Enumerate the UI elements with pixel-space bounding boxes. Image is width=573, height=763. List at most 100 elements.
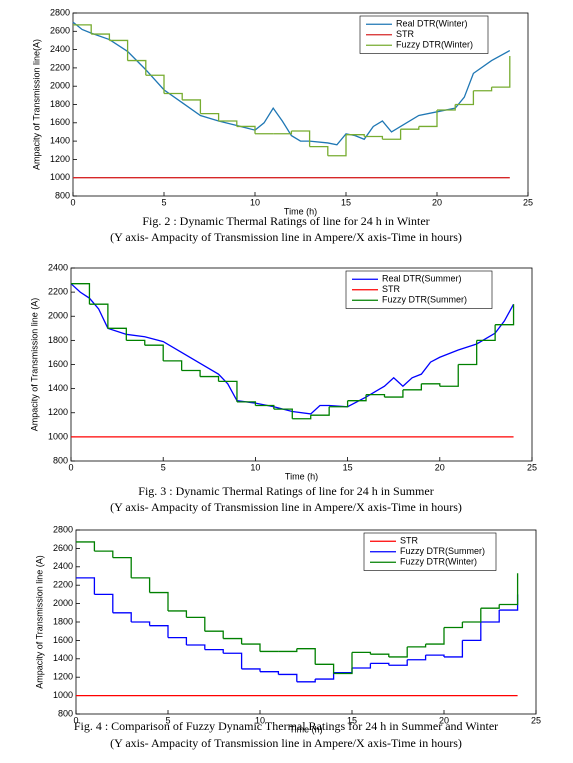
figure-caption: (Y axis- Ampacity of Transmission line i… bbox=[110, 500, 462, 514]
step-segment bbox=[476, 324, 496, 342]
step-segment bbox=[347, 394, 367, 402]
step-segment bbox=[218, 380, 238, 402]
step-segment bbox=[439, 364, 459, 387]
step-segment bbox=[112, 612, 132, 622]
legend-label: STR bbox=[396, 29, 415, 39]
step-segment bbox=[144, 344, 164, 361]
y-tick-label: 2200 bbox=[50, 62, 70, 72]
step-segment bbox=[437, 104, 456, 111]
x-tick-label: 20 bbox=[435, 462, 445, 472]
y-tick-label: 2000 bbox=[48, 311, 68, 321]
chart: 800 1000 1200 1400 1600 1800 2000 2200 2400 0 5 10 1… bbox=[29, 262, 537, 513]
step-segment bbox=[315, 663, 335, 674]
legend-label: Fuzzy DTR(Summer) bbox=[400, 546, 485, 556]
step-segment bbox=[204, 630, 224, 639]
step-segment bbox=[315, 672, 335, 680]
y-tick-label: 1200 bbox=[50, 154, 70, 164]
step-segment bbox=[310, 406, 330, 416]
x-tick-label: 5 bbox=[161, 197, 166, 207]
step-segment bbox=[89, 303, 109, 329]
y-tick-label: 2600 bbox=[50, 26, 70, 36]
y-tick-label: 2200 bbox=[53, 580, 73, 590]
chart: 800 1000 1200 1400 1600 1800 2000 2200 2400 2600 2… bbox=[34, 524, 541, 749]
step-segment bbox=[407, 655, 427, 661]
y-tick-label: 2000 bbox=[53, 598, 73, 608]
step-segment bbox=[425, 627, 445, 645]
step-segment bbox=[94, 593, 114, 613]
y-tick-label: 2400 bbox=[50, 44, 70, 54]
x-tick-label: 0 bbox=[68, 462, 73, 472]
legend-label: STR bbox=[400, 536, 419, 546]
y-tick-label: 1800 bbox=[48, 335, 68, 345]
y-tick-label: 1200 bbox=[48, 407, 68, 417]
step-segment bbox=[309, 145, 329, 156]
step-segment bbox=[76, 541, 96, 552]
y-tick-label: 1400 bbox=[50, 135, 70, 145]
step-segment bbox=[94, 550, 114, 558]
y-tick-label: 2400 bbox=[53, 561, 73, 571]
x-tick-label: 15 bbox=[347, 715, 357, 725]
step-segment bbox=[480, 604, 500, 609]
step-segment bbox=[327, 134, 347, 157]
y-tick-label: 1600 bbox=[50, 117, 70, 127]
step-segment bbox=[273, 131, 293, 135]
y-tick-label: 800 bbox=[53, 455, 68, 465]
step-segment bbox=[352, 663, 372, 669]
step-segment bbox=[333, 652, 353, 675]
figure-caption: Fig. 3 : Dynamic Thermal Ratings of line… bbox=[138, 484, 433, 498]
step-segment bbox=[455, 90, 475, 106]
y-tick-label: 2800 bbox=[50, 7, 70, 17]
x-tick-label: 25 bbox=[527, 462, 537, 472]
step-segment bbox=[364, 135, 384, 140]
step-segment bbox=[186, 616, 206, 632]
step-segment bbox=[109, 39, 129, 61]
legend-label: Real DTR(Winter) bbox=[396, 19, 468, 29]
legend-label: Fuzzy DTR(Winter) bbox=[396, 40, 473, 50]
step-segment bbox=[388, 659, 408, 666]
x-axis-label: Time (h) bbox=[285, 471, 318, 481]
y-axis-label: Ampacity of Transmission line (A) bbox=[34, 555, 44, 689]
step-segment bbox=[131, 621, 151, 626]
x-tick-label: 10 bbox=[250, 462, 260, 472]
step-segment bbox=[107, 327, 127, 341]
step-segment bbox=[444, 640, 464, 658]
figure-caption: (Y axis- Ampacity of Transmission line i… bbox=[110, 736, 462, 750]
step-segment bbox=[223, 637, 243, 645]
step-segment bbox=[382, 129, 402, 140]
step-segment bbox=[112, 556, 132, 578]
y-tick-label: 2800 bbox=[53, 524, 73, 534]
step-segment bbox=[126, 339, 146, 346]
y-tick-label: 1800 bbox=[53, 616, 73, 626]
x-tick-label: 5 bbox=[165, 715, 170, 725]
step-segment bbox=[200, 375, 220, 382]
step-segment bbox=[182, 99, 202, 114]
step-segment bbox=[329, 400, 349, 408]
step-segment bbox=[384, 389, 404, 398]
x-tick-label: 15 bbox=[343, 462, 353, 472]
y-tick-label: 2400 bbox=[48, 262, 68, 272]
y-tick-label: 1400 bbox=[48, 383, 68, 393]
x-tick-label: 20 bbox=[439, 715, 449, 725]
y-axis-label: Ampacity of Transmission line(A) bbox=[31, 39, 41, 170]
y-tick-label: 1000 bbox=[53, 690, 73, 700]
step-segment bbox=[204, 648, 224, 654]
step-segment bbox=[388, 646, 408, 658]
y-tick-label: 1800 bbox=[50, 99, 70, 109]
x-tick-label: 20 bbox=[432, 197, 442, 207]
step-segment bbox=[296, 648, 316, 665]
step-segment bbox=[149, 625, 169, 638]
step-segment bbox=[131, 577, 151, 593]
legend-label: Real DTR(Summer) bbox=[382, 274, 462, 284]
step-segment bbox=[73, 24, 92, 35]
x-tick-label: 10 bbox=[250, 197, 260, 207]
x-tick-label: 25 bbox=[531, 715, 541, 725]
y-axis-label: Ampacity of Transmission line (A) bbox=[29, 298, 39, 432]
step-segment bbox=[278, 673, 298, 682]
step-segment bbox=[241, 643, 261, 652]
step-segment bbox=[273, 408, 293, 419]
step-segment bbox=[236, 125, 256, 134]
x-axis-label: Time (h) bbox=[289, 724, 322, 734]
step-segment bbox=[418, 109, 438, 128]
